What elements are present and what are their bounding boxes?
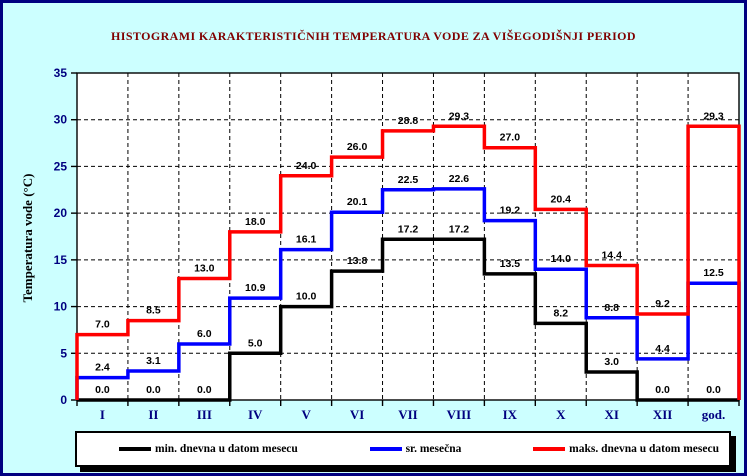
legend-line-swatch xyxy=(119,447,151,451)
legend-label: sr. mesečna xyxy=(405,443,462,455)
data-label-series2: 29.3 xyxy=(449,110,470,122)
data-label-series0: 5.0 xyxy=(248,337,263,349)
x-tick-label: XII xyxy=(653,407,673,422)
legend-item-0: min. dnevna u datom mesecu xyxy=(119,443,298,455)
data-label-series0: 17.2 xyxy=(398,223,419,235)
data-label-series0: 0.0 xyxy=(146,384,161,396)
data-label-series2: 27.0 xyxy=(500,132,521,144)
x-tick-label: II xyxy=(148,407,158,422)
y-tick-label: 30 xyxy=(54,113,68,127)
x-tick-label: god. xyxy=(702,407,725,422)
data-label-series0: 0.0 xyxy=(95,384,110,396)
y-tick-label: 20 xyxy=(54,206,68,220)
legend-line-swatch xyxy=(533,447,566,451)
data-label-series0: 13.5 xyxy=(500,258,521,270)
x-tick-label: V xyxy=(301,407,311,422)
x-tick-label: X xyxy=(556,407,566,422)
data-label-series0: 0.0 xyxy=(197,384,212,396)
x-tick-label: III xyxy=(197,407,212,422)
data-label-series1: 16.1 xyxy=(296,234,317,246)
data-label-series0: 8.2 xyxy=(553,307,568,319)
legend-line-swatch xyxy=(369,447,402,451)
series-line-0 xyxy=(77,237,739,402)
data-label-series1: 14.0 xyxy=(551,253,572,265)
x-tick-label: VIII xyxy=(447,407,472,422)
data-label-series2: 9.2 xyxy=(655,298,670,310)
series-line-1 xyxy=(75,187,741,400)
data-label-series0: 0.0 xyxy=(706,384,721,396)
data-label-series2: 29.3 xyxy=(703,110,724,122)
data-label-series1: 8.8 xyxy=(604,302,619,314)
data-label-series0: 3.0 xyxy=(604,356,619,368)
data-label-series0: 0.0 xyxy=(655,384,670,396)
data-label-series2: 20.4 xyxy=(551,193,572,205)
data-label-series2: 14.4 xyxy=(601,249,622,261)
data-label-series0: 17.2 xyxy=(449,223,470,235)
y-tick-label: 10 xyxy=(54,300,68,314)
data-label-series1: 12.5 xyxy=(703,267,724,279)
data-label-series1: 3.1 xyxy=(146,355,161,367)
y-tick-label: 0 xyxy=(60,393,67,407)
data-label-series0: 10.0 xyxy=(296,291,317,303)
data-label-series2: 24.0 xyxy=(296,160,317,172)
data-label-series1: 2.4 xyxy=(95,362,110,374)
x-tick-label: XI xyxy=(604,407,618,422)
data-label-series2: 18.0 xyxy=(245,216,266,228)
x-tick-label: IV xyxy=(248,407,263,422)
data-label-series1: 6.0 xyxy=(197,328,212,340)
data-label-series1: 4.4 xyxy=(655,343,670,355)
legend-item-2: maks. dnevna u datom mesecu xyxy=(533,443,719,455)
legend-label: maks. dnevna u datom mesecu xyxy=(569,443,719,455)
legend-item-1: sr. mesečna xyxy=(369,443,462,455)
data-label-series1: 20.1 xyxy=(347,196,368,208)
y-tick-label: 5 xyxy=(60,346,67,360)
chart-title: HISTOGRAMI KARAKTERISTIČNIH TEMPERATURA … xyxy=(111,29,636,43)
legend: min. dnevna u datom mesecu sr. mesečna mak… xyxy=(75,431,731,467)
data-label-series2: 7.0 xyxy=(95,319,110,331)
data-label-series2: 28.8 xyxy=(398,115,419,127)
x-tick-label: I xyxy=(100,407,105,422)
data-label-series1: 22.6 xyxy=(449,173,470,185)
data-label-series2: 8.5 xyxy=(146,305,161,317)
data-label-series2: 26.0 xyxy=(347,141,368,153)
y-tick-label: 15 xyxy=(54,253,68,267)
y-tick-label: 35 xyxy=(54,66,68,80)
y-tick-label: 25 xyxy=(54,159,68,173)
series-line-2 xyxy=(75,124,741,400)
data-label-series2: 13.0 xyxy=(194,263,215,275)
x-tick-label: VI xyxy=(350,407,364,422)
data-label-series0: 13.8 xyxy=(347,255,368,267)
data-label-series1: 10.9 xyxy=(245,282,266,294)
legend-label: min. dnevna u datom mesecu xyxy=(155,443,298,455)
data-label-series1: 22.5 xyxy=(398,174,419,186)
x-tick-label: VII xyxy=(398,407,418,422)
x-tick-label: IX xyxy=(503,407,518,422)
data-label-series1: 19.2 xyxy=(500,205,521,217)
